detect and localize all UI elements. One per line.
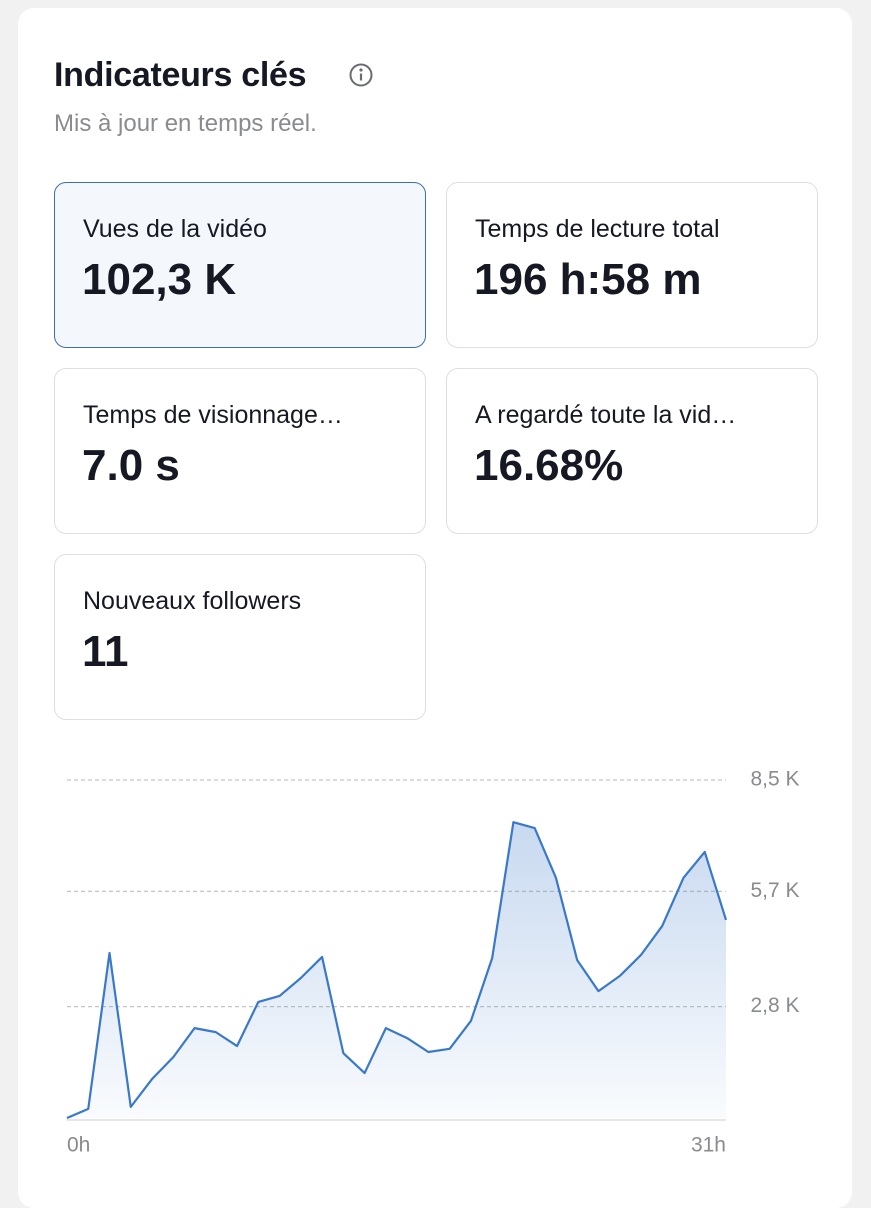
metric-card[interactable]: Temps de visionnage… 7.0 s — [54, 368, 426, 534]
metric-value: 196 h:58 m — [474, 255, 702, 304]
chart: 2,8 K 5,7 K 8,5 K 0h 31h — [66, 768, 800, 1157]
y-tick-label: 8,5 K — [750, 768, 799, 791]
metric-value: 7.0 s — [82, 441, 180, 490]
metric-label: Temps de visionnage… — [83, 401, 343, 429]
metric-value: 102,3 K — [82, 255, 237, 304]
line — [66, 821, 728, 1120]
info-icon[interactable] — [348, 62, 374, 88]
metric-value: 16.68% — [474, 441, 624, 490]
metric-card[interactable]: Nouveaux followers 11 — [54, 554, 426, 720]
y-tick-label: 2,8 K — [750, 994, 799, 1017]
metric-label: Nouveaux followers — [83, 587, 302, 615]
metric-card[interactable]: A regardé toute la vid… 16.68% — [446, 368, 818, 534]
metric-label: Temps de lecture total — [475, 215, 720, 243]
title: Indicateurs clés — [54, 56, 307, 94]
metric-card[interactable]: Temps de lecture total 196 h:58 m — [446, 182, 818, 348]
metric-label: A regardé toute la vid… — [475, 401, 737, 429]
subtitle: Mis à jour en temps réel. — [54, 110, 317, 137]
metric-value: 11 — [82, 627, 129, 676]
x-tick-label: 0h — [67, 1134, 90, 1157]
metric-label: Vues de la vidéo — [83, 215, 267, 243]
x-tick-label: 31h — [691, 1134, 726, 1157]
y-tick-label: 5,7 K — [750, 879, 799, 902]
area-fill — [67, 822, 726, 1118]
metric-card[interactable]: Vues de la vidéo 102,3 K — [54, 182, 426, 348]
